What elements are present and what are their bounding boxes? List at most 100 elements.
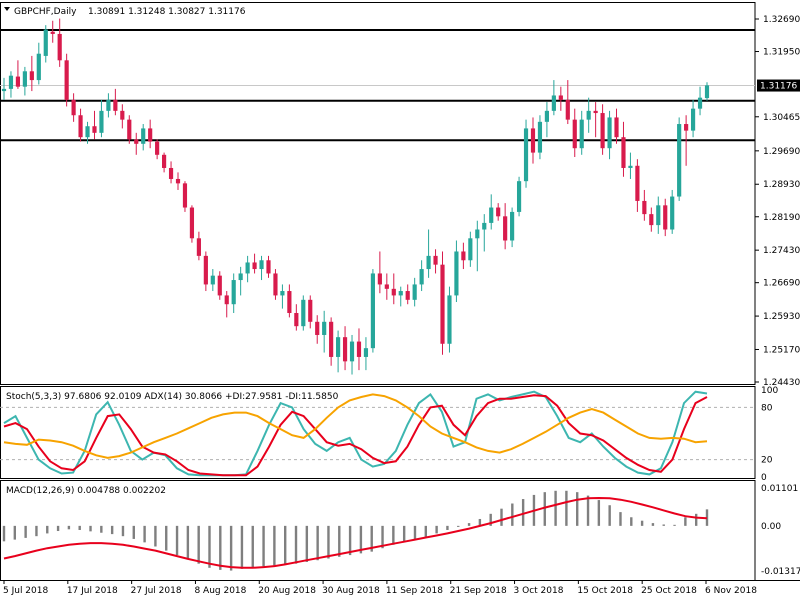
candle-body	[621, 137, 626, 168]
candle-body	[168, 167, 174, 179]
candle-body	[440, 264, 445, 344]
candle-body	[363, 348, 369, 357]
time-tick-label: 5 Jul 2018	[3, 586, 48, 596]
candle-body	[301, 299, 306, 327]
candle-body	[127, 119, 132, 140]
candle-body	[287, 291, 292, 314]
candle-body	[22, 71, 27, 87]
candle-body	[496, 207, 501, 217]
candle-body	[656, 205, 661, 226]
panel-frame-2	[0, 386, 756, 479]
time-tick-label: 20 Aug 2018	[258, 586, 316, 596]
adx-line	[3, 393, 708, 459]
price-tick-label: 1.24430	[763, 378, 800, 388]
candle-body	[544, 110, 549, 122]
macd-panel	[2, 490, 709, 571]
candle-body	[155, 141, 160, 155]
candle-body	[454, 251, 459, 296]
candlestick-series	[1, 18, 710, 375]
candle-body	[565, 99, 570, 120]
price-tick-label: 1.26690	[763, 279, 800, 289]
candle-body	[412, 284, 417, 300]
candle-body	[537, 121, 543, 153]
candle-body	[266, 260, 271, 274]
axis-labels: 1.32690 1.31950 1.30465 1.29690 1.28930 1.281…	[3, 15, 800, 596]
candle-body	[482, 222, 487, 230]
symbol-label: GBPCHF,Daily	[14, 7, 77, 17]
candle-body	[259, 260, 264, 270]
candle-body	[649, 214, 654, 226]
candle-body	[628, 165, 633, 168]
candle-body	[43, 29, 48, 56]
time-tick-label: 25 Oct 2018	[641, 586, 697, 596]
time-tick-label: 27 Jul 2018	[131, 586, 182, 596]
candle-body	[99, 110, 104, 133]
candle-body	[489, 207, 494, 223]
price-tick-label: 1.31950	[763, 48, 800, 58]
stoch-adx-header: Stoch(5,3,3) 97.6806 92.0109 ADX(14) 30.…	[6, 392, 339, 402]
candle-body	[572, 119, 577, 149]
candle-body	[419, 269, 424, 285]
price-tick-label: 1.28930	[763, 180, 800, 190]
candle-body	[447, 295, 452, 344]
time-tick-label: 6 Nov 2018	[705, 586, 757, 596]
time-tick-label: 21 Sep 2018	[450, 586, 507, 596]
price-tick-label: 1.30465	[763, 113, 800, 123]
macd-header: MACD(12,26,9) 0.004788 0.002202	[6, 486, 166, 496]
candle-body	[273, 273, 278, 296]
symbol-dropdown-icon[interactable]	[4, 7, 10, 11]
candle-body	[36, 53, 41, 81]
candle-body	[8, 75, 14, 89]
panel-frame-1	[0, 2, 756, 385]
candle-body	[370, 273, 375, 349]
stochastic-panel	[0, 390, 755, 477]
candle-body	[245, 262, 250, 274]
candle-body	[398, 291, 403, 296]
candle-body	[349, 341, 355, 362]
candle-body	[217, 275, 222, 296]
candle-body	[697, 97, 703, 109]
candle-body	[134, 139, 139, 144]
time-tick-label: 11 Sep 2018	[386, 586, 443, 596]
candle-body	[530, 128, 536, 153]
candle-body	[162, 154, 167, 168]
candle-body	[468, 238, 473, 261]
candle-body	[579, 119, 584, 149]
current-price-label: 1.31176	[760, 82, 797, 92]
candle-body	[558, 95, 563, 100]
candle-body	[391, 288, 396, 296]
candle-body	[175, 178, 181, 184]
candle-body	[704, 85, 710, 99]
price-tick-label: 1.25930	[763, 312, 800, 322]
candle-body	[642, 200, 647, 215]
price-tick-label: 1.25170	[763, 345, 800, 355]
candle-body	[1, 88, 7, 92]
candle-body	[203, 255, 208, 285]
candle-body	[516, 181, 522, 212]
stoch-tick-label: 0	[761, 473, 767, 483]
candle-body	[252, 262, 257, 270]
candle-body	[677, 124, 682, 197]
time-tick-label: 30 Aug 2018	[322, 586, 380, 596]
candle-body	[113, 99, 118, 111]
candle-body	[614, 117, 619, 138]
candle-body	[294, 313, 299, 327]
macd-signal-line	[3, 496, 708, 569]
candle-body	[336, 337, 341, 357]
support-resistance-levels	[0, 28, 755, 142]
candle-body	[342, 337, 348, 362]
candle-body	[329, 321, 334, 357]
candle-body	[356, 341, 362, 357]
candle-body	[308, 299, 313, 322]
candle-body	[523, 128, 529, 182]
candle-body	[29, 71, 34, 81]
candle-body	[280, 291, 285, 296]
candle-body	[635, 165, 640, 201]
candle-body	[663, 205, 668, 230]
candle-body	[148, 128, 153, 142]
candle-body	[593, 110, 598, 114]
candle-body	[92, 126, 97, 133]
